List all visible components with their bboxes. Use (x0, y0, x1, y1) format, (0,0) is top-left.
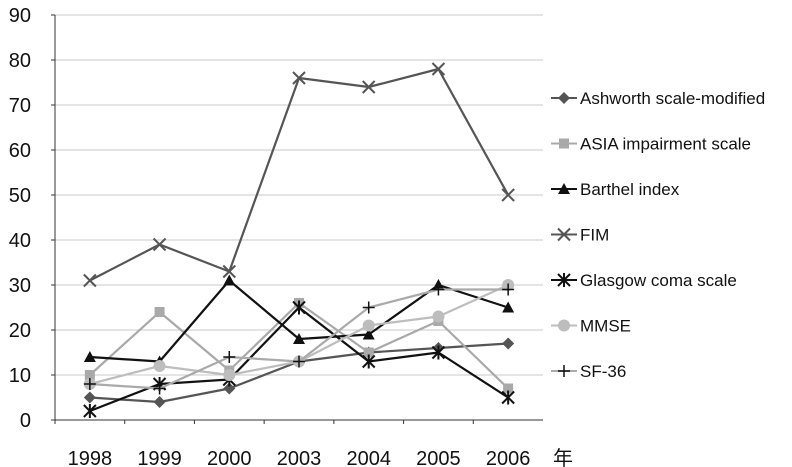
y-tick-label: 40 (9, 230, 31, 252)
x-axis-ticks: 1998 1999 2000 2003 2004 2005 2006 (54, 420, 531, 467)
data-point (83, 273, 97, 288)
y-tick-label: 70 (9, 95, 31, 117)
data-point (223, 351, 236, 363)
data-point (502, 301, 515, 313)
x-tick-label: 1999 (137, 448, 182, 467)
data-point (83, 351, 96, 362)
data-point (83, 391, 96, 404)
data-point (431, 62, 446, 76)
data-point (362, 319, 375, 332)
y-tick-label: 50 (9, 185, 31, 207)
series-ashworth-scale-modified (83, 337, 515, 408)
x-tick-label: 2006 (486, 448, 531, 467)
legend-marker (557, 227, 571, 242)
legend-label: Glasgow coma scale (580, 271, 737, 290)
series-line (89, 279, 509, 363)
series-sf-36 (83, 283, 515, 395)
data-point (154, 307, 165, 317)
legend-item: FIM (551, 226, 609, 245)
legend-marker (558, 365, 570, 377)
legend-label: Barthel index (580, 180, 680, 199)
series-line (89, 342, 509, 404)
data-point (223, 274, 236, 286)
data-point (363, 347, 374, 358)
series-group (83, 62, 515, 418)
legend-marker (558, 92, 570, 104)
data-point (501, 390, 515, 405)
legend-label: ASIA impairment scale (580, 135, 751, 154)
data-point (431, 345, 446, 360)
series-line (89, 301, 509, 390)
legend-label: FIM (580, 226, 609, 245)
y-tick-label: 30 (9, 275, 31, 297)
data-point (501, 188, 515, 202)
y-tick-label: 90 (9, 5, 31, 27)
series-line (89, 67, 510, 282)
y-tick-label: 10 (9, 365, 31, 387)
legend-marker (558, 183, 570, 194)
x-tick-label: 2004 (346, 448, 391, 467)
y-tick-label: 60 (9, 140, 31, 162)
x-tick-label: 2000 (207, 448, 252, 467)
legend-label: MMSE (580, 317, 631, 336)
legend-marker (559, 138, 569, 149)
data-point (292, 71, 306, 85)
data-point (153, 382, 166, 395)
legend: Ashworth scale-modified ASIA impairment s… (551, 89, 765, 381)
y-axis-ticks: 0 10 20 30 40 50 60 70 80 90 (9, 5, 55, 432)
series-fim (83, 62, 515, 288)
data-point (153, 360, 166, 372)
data-point (293, 333, 305, 344)
data-point (223, 369, 236, 381)
data-point (362, 354, 376, 369)
data-point (293, 355, 305, 368)
data-point (503, 383, 514, 394)
data-point (502, 283, 515, 296)
series-barthel-index (83, 274, 515, 367)
legend-item: ASIA impairment scale (551, 135, 751, 154)
x-tick-label: 2003 (277, 448, 322, 467)
data-point (432, 283, 445, 296)
x-axis-unit-label: 年 (553, 446, 573, 467)
legend-item: MMSE (551, 317, 631, 336)
data-point (152, 237, 167, 252)
legend-item: Ashworth scale-modified (551, 89, 765, 108)
legend-item: SF-36 (551, 362, 626, 381)
data-point (222, 264, 236, 279)
legend-label: SF-36 (580, 362, 626, 381)
legend-item: Barthel index (551, 180, 680, 199)
data-point (502, 337, 515, 350)
legend-marker (558, 319, 570, 332)
axes (54, 15, 543, 421)
data-point (153, 396, 166, 408)
legend-marker (557, 273, 571, 287)
data-point (83, 404, 97, 418)
x-tick-label: 1998 (68, 448, 113, 467)
data-point (83, 378, 96, 390)
data-point (432, 310, 445, 323)
data-point (362, 301, 375, 314)
data-point (362, 80, 376, 94)
x-tick-label: 2005 (416, 448, 461, 467)
data-point (362, 328, 375, 340)
y-tick-label: 20 (9, 320, 31, 342)
legend-item: Glasgow coma scale (551, 271, 737, 290)
y-tick-label: 80 (9, 50, 31, 72)
data-point (292, 300, 306, 315)
gridlines (55, 14, 543, 376)
y-tick-label: 0 (20, 410, 31, 432)
legend-label: Ashworth scale-modified (580, 89, 765, 108)
data-point (84, 370, 95, 380)
data-point (223, 382, 236, 395)
